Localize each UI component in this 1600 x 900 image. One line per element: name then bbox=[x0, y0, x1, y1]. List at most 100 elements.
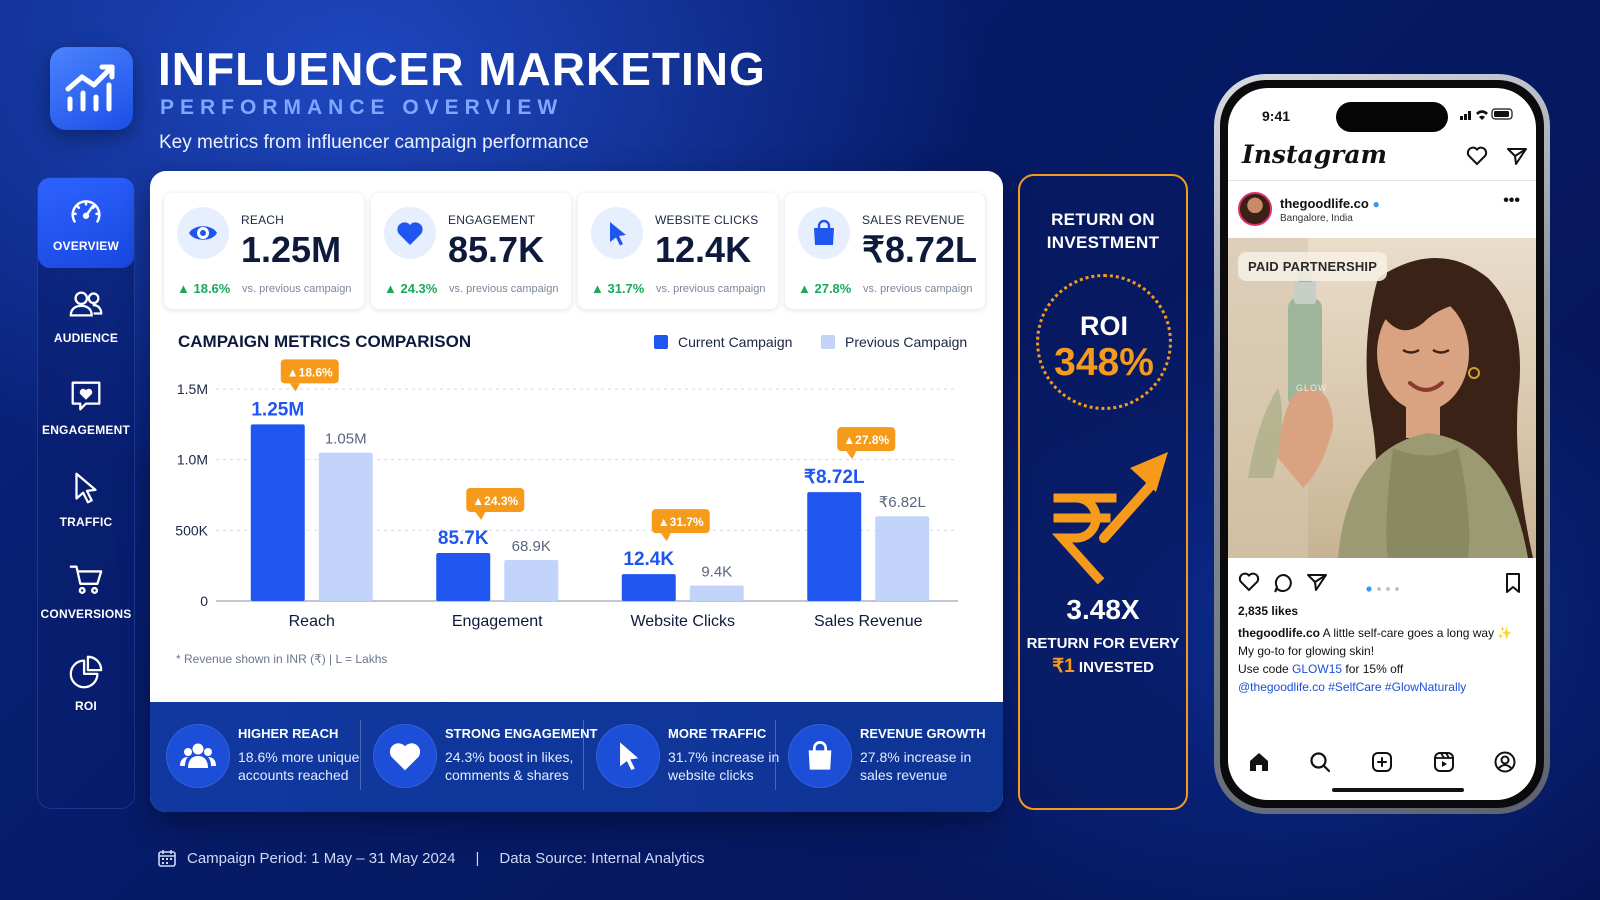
x-category-label: Website Clicks bbox=[630, 613, 735, 630]
comment-icon[interactable] bbox=[1272, 572, 1294, 594]
legend-current: Current Campaign bbox=[654, 334, 792, 350]
footer: Campaign Period: 1 May – 31 May 2024 | D… bbox=[157, 848, 705, 868]
avatar[interactable] bbox=[1238, 192, 1272, 226]
profile-icon[interactable] bbox=[1493, 750, 1517, 774]
status-icons bbox=[1460, 108, 1514, 123]
change-badge-pointer bbox=[846, 451, 857, 460]
change-badge bbox=[466, 487, 525, 512]
campaign-period: Campaign Period: 1 May – 31 May 2024 bbox=[187, 849, 456, 867]
cart-icon bbox=[69, 565, 103, 594]
post-image: GLOW PAID PARTNERSHIP bbox=[1228, 238, 1536, 558]
woman-with-serum-illustration bbox=[1228, 238, 1533, 558]
home-icon[interactable] bbox=[1247, 750, 1271, 774]
x-category-label: Engagement bbox=[452, 613, 543, 630]
share-icon[interactable] bbox=[1306, 572, 1328, 592]
y-tick-label: 1.0M bbox=[177, 452, 208, 468]
bookmark-icon[interactable] bbox=[1504, 572, 1522, 594]
kpi-card-reach[interactable]: REACH 1.25M ▲ 18.6% vs. previous campaig… bbox=[164, 193, 364, 309]
sidebar-item-engagement[interactable]: ENGAGEMENT bbox=[38, 362, 134, 452]
change-badge bbox=[280, 359, 339, 384]
roi-value: 348% bbox=[1054, 341, 1154, 384]
insight-text: 27.8% increase in sales revenue bbox=[860, 749, 972, 783]
bar-current bbox=[807, 492, 862, 601]
caption-code-post: for 15% off bbox=[1342, 662, 1404, 676]
roi-text-line1: RETURN FOR EVERY bbox=[1026, 635, 1180, 652]
like-icon[interactable] bbox=[1238, 572, 1260, 592]
caption-user[interactable]: thegoodlife.co bbox=[1238, 626, 1320, 640]
bar-current bbox=[250, 424, 305, 601]
divider bbox=[1228, 180, 1536, 181]
roi-heading: RETURN ON INVESTMENT bbox=[1020, 208, 1186, 254]
divider bbox=[775, 720, 776, 790]
dynamic-island bbox=[1336, 102, 1448, 132]
calendar-icon bbox=[158, 850, 176, 867]
send-icon[interactable] bbox=[1506, 146, 1528, 166]
kpi-compare: vs. previous campaign bbox=[863, 283, 973, 295]
data-label-previous: 68.9K bbox=[512, 538, 551, 555]
page-subtitle: PERFORMANCE OVERVIEW bbox=[160, 96, 564, 119]
sidebar-item-audience[interactable]: AUDIENCE bbox=[38, 270, 134, 360]
change-badge-text: ▲31.7% bbox=[658, 515, 704, 529]
kpi-compare: vs. previous campaign bbox=[656, 283, 766, 295]
roi-heading-text: RETURN ON INVESTMENT bbox=[1046, 210, 1160, 252]
sidebar-item-label: TRAFFIC bbox=[59, 515, 113, 529]
post-caption: thegoodlife.co A little self-care goes a… bbox=[1238, 624, 1536, 696]
change-badge-text: ▲18.6% bbox=[287, 365, 333, 379]
sidebar-item-overview[interactable]: OVERVIEW bbox=[38, 178, 134, 268]
verified-icon: ● bbox=[1372, 197, 1380, 211]
sidebar-item-label: ENGAGEMENT bbox=[41, 423, 130, 437]
instagram-logo: Instagram bbox=[1242, 140, 1387, 169]
bar-current bbox=[621, 574, 676, 601]
create-post-icon[interactable] bbox=[1370, 750, 1394, 774]
paid-partnership-badge: PAID PARTNERSHIP bbox=[1238, 252, 1388, 281]
change-badge-pointer bbox=[289, 383, 300, 392]
data-label-current: 85.7K bbox=[438, 528, 489, 549]
kpi-card-website-clicks[interactable]: WEBSITE CLICKS 12.4K ▲ 31.7% vs. previou… bbox=[578, 193, 778, 309]
kpi-change: ▲ 18.6% bbox=[177, 281, 231, 296]
growth-chart-icon bbox=[65, 64, 115, 112]
insight-title: MORE TRAFFIC bbox=[668, 726, 767, 741]
kpi-compare: vs. previous campaign bbox=[242, 283, 352, 295]
bar-previous bbox=[504, 560, 559, 601]
bar-previous bbox=[689, 585, 744, 601]
search-icon[interactable] bbox=[1308, 750, 1332, 774]
heart-icon bbox=[384, 207, 436, 259]
reels-icon[interactable] bbox=[1432, 750, 1456, 774]
insight-title: HIGHER REACH bbox=[238, 726, 339, 741]
phone-bezel: 9:41 Instagram thegoodlife.co ● Bangalor… bbox=[1220, 80, 1544, 808]
sidebar-item-conversions[interactable]: CONVERSIONS bbox=[38, 546, 134, 636]
main-panel: REACH 1.25M ▲ 18.6% vs. previous campaig… bbox=[150, 171, 1003, 812]
more-options-icon[interactable]: ••• bbox=[1503, 192, 1520, 209]
product-label: GLOW bbox=[1296, 383, 1328, 393]
sidebar-item-label: OVERVIEW bbox=[52, 239, 120, 253]
sidebar-item-label: CONVERSIONS bbox=[40, 607, 132, 621]
kpi-card-sales-revenue[interactable]: SALES REVENUE ₹8.72L ▲ 27.8% vs. previou… bbox=[785, 193, 985, 309]
eye-icon bbox=[177, 207, 229, 259]
heart-icon[interactable] bbox=[1466, 146, 1488, 166]
sidebar-item-label: AUDIENCE bbox=[53, 331, 119, 345]
cursor-icon bbox=[75, 472, 97, 504]
kpi-change: ▲ 27.8% bbox=[798, 281, 852, 296]
data-label-previous: 1.05M bbox=[325, 431, 367, 448]
shopping-bag-icon bbox=[788, 724, 852, 788]
change-badge-text: ▲24.3% bbox=[472, 494, 518, 508]
roi-circle: ROI 348% bbox=[1036, 274, 1172, 410]
kpi-change: ▲ 31.7% bbox=[591, 281, 645, 296]
data-source: Data Source: Internal Analytics bbox=[499, 849, 705, 867]
status-time: 9:41 bbox=[1262, 108, 1291, 124]
roi-rupee: ₹1 bbox=[1052, 656, 1075, 677]
post-author[interactable]: thegoodlife.co ● bbox=[1280, 196, 1380, 211]
caption-tags[interactable]: @thegoodlife.co #SelfCare #GlowNaturally bbox=[1238, 680, 1467, 694]
sidebar-item-roi[interactable]: ROI bbox=[38, 638, 134, 728]
kpi-card-engagement[interactable]: ENGAGEMENT 85.7K ▲ 24.3% vs. previous ca… bbox=[371, 193, 571, 309]
insight-title: REVENUE GROWTH bbox=[860, 726, 986, 741]
kpi-value: ₹8.72L bbox=[862, 229, 977, 270]
sidebar-item-traffic[interactable]: TRAFFIC bbox=[38, 454, 134, 544]
insight-text: 24.3% boost in likes, comments & shares bbox=[445, 749, 574, 783]
change-badge-pointer bbox=[475, 511, 486, 520]
bar-previous bbox=[318, 452, 373, 601]
post-location: Bangalore, India bbox=[1280, 213, 1353, 224]
bar-current bbox=[436, 552, 491, 601]
gauge-icon bbox=[71, 200, 101, 223]
users-icon bbox=[166, 724, 230, 788]
